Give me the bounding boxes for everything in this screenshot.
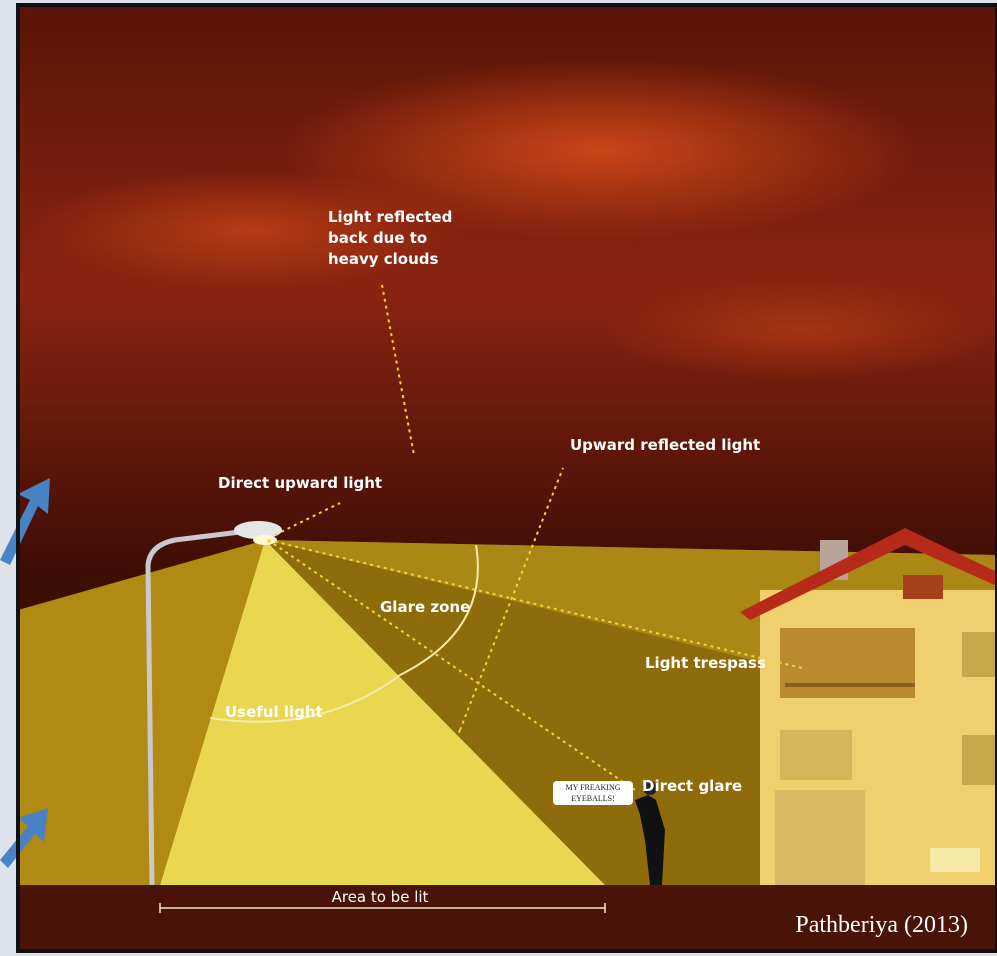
useful-arc bbox=[209, 674, 401, 723]
pointer-arrow bbox=[0, 808, 48, 868]
cloud-glow bbox=[280, 60, 920, 240]
roof bbox=[740, 528, 997, 620]
person-head bbox=[643, 781, 657, 795]
label: back due to bbox=[328, 229, 427, 247]
glare-arc bbox=[399, 544, 479, 676]
ray bbox=[274, 502, 341, 536]
label: Glare zone bbox=[380, 598, 470, 616]
label: Useful light bbox=[225, 703, 323, 721]
ray bbox=[267, 539, 803, 669]
person bbox=[635, 795, 665, 885]
label: Direct glare bbox=[642, 777, 742, 795]
pointer-arrow bbox=[0, 478, 50, 565]
window bbox=[930, 848, 980, 872]
label: Area to be lit bbox=[332, 888, 429, 906]
useful-light-cone bbox=[160, 540, 605, 885]
window bbox=[780, 628, 915, 698]
lamp-head bbox=[234, 521, 282, 539]
window bbox=[962, 735, 997, 785]
left-light bbox=[18, 540, 265, 885]
ray bbox=[459, 467, 564, 731]
frame bbox=[16, 3, 997, 953]
label: Light reflected bbox=[328, 208, 452, 226]
label: heavy clouds bbox=[328, 250, 439, 268]
area-line bbox=[159, 903, 606, 913]
bubble-text: MY FREAKING bbox=[565, 783, 620, 792]
lamp-post bbox=[145, 529, 241, 886]
cloud-glow bbox=[600, 280, 997, 380]
ray bbox=[381, 284, 415, 456]
bubble-text: EYEBALLS! bbox=[571, 794, 615, 803]
cloud-glow bbox=[30, 170, 470, 290]
label: Direct upward light bbox=[218, 474, 382, 492]
speech-bubble bbox=[553, 781, 633, 805]
window bbox=[962, 632, 997, 677]
caption: Pathberiya (2013) bbox=[795, 912, 968, 938]
ground bbox=[18, 885, 997, 951]
lamp-bulb bbox=[253, 535, 277, 545]
balcony bbox=[785, 683, 915, 687]
window bbox=[903, 575, 943, 599]
window bbox=[780, 730, 852, 780]
label: Light trespass bbox=[645, 654, 766, 672]
label: Upward reflected light bbox=[570, 436, 760, 454]
door-area bbox=[775, 790, 865, 885]
